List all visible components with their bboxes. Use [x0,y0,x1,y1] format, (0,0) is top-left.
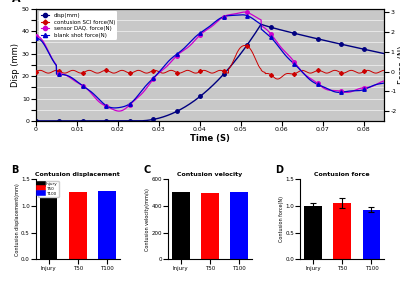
Legend: disp(mm), contusion SCI force(N), sensor DAQ. force(N), blank shot force(N): disp(mm), contusion SCI force(N), sensor… [39,11,117,40]
Text: B: B [11,164,18,174]
Title: Contusion displacement: Contusion displacement [36,172,120,177]
Bar [69,192,87,259]
Text: D: D [275,164,283,174]
Y-axis label: Disp (mm): Disp (mm) [12,43,20,87]
Bar [172,192,190,259]
Title: Contusion force: Contusion force [314,172,370,177]
Bar [201,193,219,259]
Y-axis label: Contusion force(N): Contusion force(N) [279,196,284,242]
Title: Contusion velocity: Contusion velocity [177,172,243,177]
Bar [304,206,322,259]
Bar [230,192,248,259]
Bar [40,192,57,259]
X-axis label: Time (S): Time (S) [190,134,230,143]
Bar [363,209,380,259]
Bar [98,191,116,259]
Text: C: C [143,164,150,174]
Legend: Injury, T50, T100: Injury, T50, T100 [38,181,59,197]
Y-axis label: Contusion displacement(mm): Contusion displacement(mm) [15,183,20,256]
Y-axis label: Contusion velocity(mm/s): Contusion velocity(mm/s) [145,188,150,251]
Y-axis label: Force (N): Force (N) [398,46,400,84]
Bar [333,203,351,259]
Text: A: A [12,0,20,4]
